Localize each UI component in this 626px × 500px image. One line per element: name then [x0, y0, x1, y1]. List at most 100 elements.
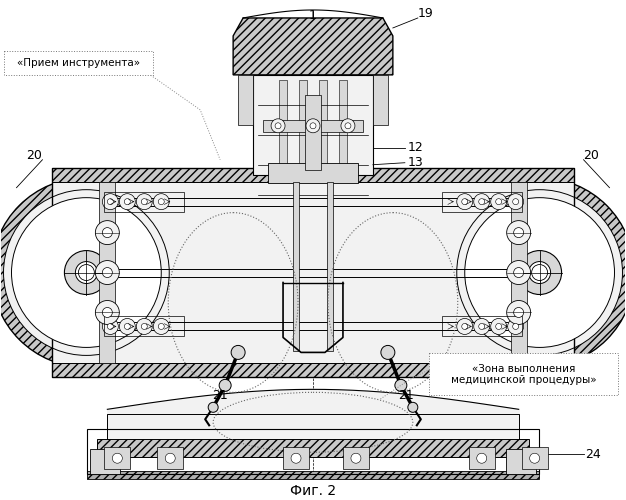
Text: 1: 1 — [309, 9, 317, 22]
Text: 13: 13 — [408, 156, 424, 169]
Bar — [305, 95, 321, 170]
Text: 20: 20 — [583, 149, 600, 162]
Circle shape — [528, 262, 551, 283]
Bar — [288, 172, 338, 182]
Circle shape — [479, 324, 485, 330]
Bar — [343, 447, 369, 469]
Circle shape — [95, 300, 120, 324]
Bar — [442, 192, 521, 212]
Bar — [238, 75, 253, 125]
Bar — [327, 182, 333, 352]
Circle shape — [395, 380, 407, 392]
Bar — [373, 75, 388, 125]
Text: 24: 24 — [585, 448, 602, 460]
Circle shape — [95, 220, 120, 244]
Bar — [319, 80, 327, 170]
Bar — [299, 80, 307, 170]
Bar — [339, 80, 347, 170]
Circle shape — [103, 318, 118, 334]
Circle shape — [514, 308, 523, 318]
Circle shape — [491, 194, 506, 210]
Circle shape — [381, 346, 395, 360]
Circle shape — [219, 380, 231, 392]
Circle shape — [506, 300, 531, 324]
Circle shape — [271, 119, 285, 133]
Circle shape — [231, 346, 245, 360]
Circle shape — [107, 198, 113, 204]
Circle shape — [75, 262, 98, 283]
Text: 21: 21 — [212, 389, 228, 402]
Circle shape — [103, 308, 112, 318]
Bar — [88, 430, 538, 474]
Circle shape — [103, 194, 118, 210]
Circle shape — [275, 123, 281, 129]
Circle shape — [530, 453, 540, 463]
Text: 20: 20 — [26, 149, 43, 162]
Circle shape — [351, 453, 361, 463]
Circle shape — [107, 324, 113, 330]
Circle shape — [508, 194, 523, 210]
Circle shape — [514, 228, 523, 237]
Circle shape — [513, 198, 519, 204]
Circle shape — [457, 318, 473, 334]
Circle shape — [208, 402, 218, 412]
Circle shape — [464, 198, 615, 348]
Bar — [105, 447, 130, 469]
Circle shape — [120, 194, 135, 210]
Bar — [107, 414, 519, 449]
Bar — [469, 447, 495, 469]
Circle shape — [496, 198, 501, 204]
Circle shape — [506, 220, 531, 244]
Circle shape — [477, 453, 486, 463]
Bar — [98, 440, 528, 457]
Circle shape — [64, 250, 108, 294]
Circle shape — [125, 198, 130, 204]
Circle shape — [491, 318, 506, 334]
Polygon shape — [233, 18, 393, 75]
Circle shape — [531, 264, 548, 280]
Text: Фиг. 2: Фиг. 2 — [290, 484, 336, 498]
Bar — [90, 449, 120, 474]
Circle shape — [153, 194, 169, 210]
Circle shape — [112, 453, 122, 463]
Circle shape — [141, 198, 147, 204]
FancyBboxPatch shape — [429, 354, 618, 396]
Circle shape — [306, 119, 320, 133]
Circle shape — [462, 198, 468, 204]
Circle shape — [4, 190, 169, 356]
Circle shape — [457, 190, 622, 356]
Bar — [53, 364, 573, 378]
Text: 12: 12 — [408, 142, 424, 154]
Circle shape — [136, 194, 152, 210]
Text: 19: 19 — [418, 8, 434, 20]
Circle shape — [95, 260, 120, 284]
Circle shape — [158, 324, 164, 330]
Bar — [157, 447, 183, 469]
Circle shape — [158, 198, 164, 204]
Circle shape — [78, 264, 95, 280]
Circle shape — [445, 178, 626, 368]
Circle shape — [462, 324, 468, 330]
Bar — [283, 447, 309, 469]
Bar — [279, 80, 287, 170]
Bar — [268, 162, 358, 182]
Bar — [442, 316, 521, 336]
Bar — [253, 75, 373, 174]
Circle shape — [506, 260, 531, 284]
Circle shape — [141, 324, 147, 330]
Circle shape — [479, 198, 485, 204]
Bar — [511, 182, 526, 364]
Bar — [506, 449, 536, 474]
Circle shape — [136, 318, 152, 334]
Circle shape — [518, 250, 562, 294]
Text: «Зона выполнения
медицинской процедуры»: «Зона выполнения медицинской процедуры» — [451, 364, 597, 385]
Circle shape — [474, 194, 490, 210]
Bar — [105, 316, 184, 336]
Circle shape — [11, 198, 162, 348]
Text: «Прием инструмента»: «Прием инструмента» — [17, 58, 140, 68]
FancyBboxPatch shape — [4, 51, 153, 75]
Circle shape — [496, 324, 501, 330]
Bar — [53, 168, 573, 378]
Circle shape — [513, 324, 519, 330]
Circle shape — [165, 453, 175, 463]
